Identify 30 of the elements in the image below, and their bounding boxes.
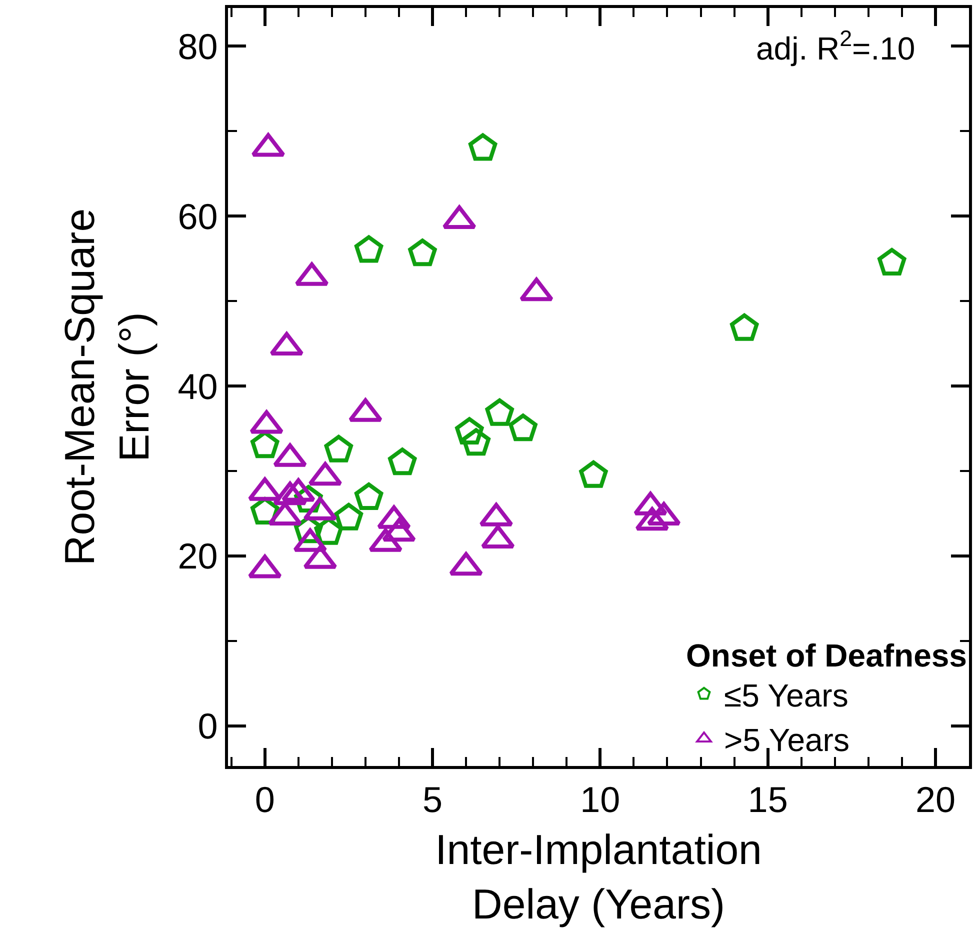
point [354,235,384,263]
x-tick-label: 20 [915,779,956,820]
y-tick-label: 60 [178,196,218,237]
annotation: adj. R$^{2}$=.10 [756,26,916,66]
point [730,313,759,341]
x-tick-label: 10 [580,779,620,820]
point [408,238,437,266]
y-tick-label: 20 [178,536,218,577]
point [455,417,484,445]
x-tick-label: 5 [422,779,443,820]
point [388,448,417,476]
legend-label: >5 Years [724,722,850,758]
point [579,460,608,488]
x-tick-label: 0 [254,779,275,820]
legend-title: Onset of Deafness [686,638,967,674]
point [468,133,498,161]
point [485,398,514,426]
legend-label: ≤5 Years [724,677,848,714]
point [324,434,354,462]
point [878,248,906,276]
point [462,428,490,456]
x-tick-label: 15 [748,779,788,820]
point [354,482,384,510]
point [508,414,538,442]
y-tick-label: 0 [198,706,218,747]
point [334,502,364,530]
y-tick-label: 40 [178,366,218,407]
y-tick-label: 80 [178,26,218,67]
y-axis-title: Root-Mean-Square Error (°) [56,208,158,566]
x-axis-title: Inter-Implantation Delay (Years) [435,826,762,928]
